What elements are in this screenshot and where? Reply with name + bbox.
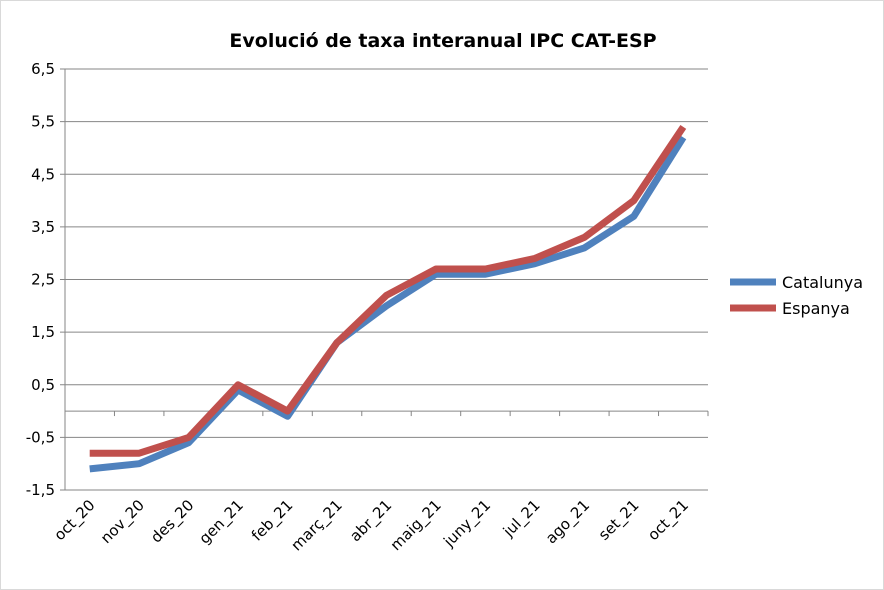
y-tick-label: 2,5: [31, 271, 55, 289]
y-tick-label: 1,5: [31, 323, 55, 341]
x-tick-label: des_20: [147, 496, 198, 547]
x-tick-label: set_21: [595, 496, 643, 544]
series-lines: [89, 124, 687, 473]
gridlines: [65, 68, 708, 491]
y-axis-ticks: 6,5 5,5 4,5 3,5 2,5 1,5 0,5 -0,5 -1,5: [26, 60, 55, 499]
y-tick-label: 5,5: [31, 113, 55, 131]
legend: Catalunya Espanya: [730, 273, 863, 318]
y-tick-label: 0,5: [31, 376, 55, 394]
axes: [60, 68, 709, 491]
y-tick-label: 4,5: [31, 165, 55, 183]
y-tick-label: 6,5: [31, 60, 55, 78]
x-tick-label: feb_21: [248, 496, 297, 545]
series-line-catalunya: [89, 135, 687, 473]
x-tick-label: maig_21: [387, 496, 446, 555]
x-tick-label: març_21: [288, 496, 347, 555]
x-tick-label: oct_21: [644, 496, 693, 545]
y-tick-label: -0,5: [26, 428, 55, 446]
chart-title: Evolució de taxa interanual IPC CAT-ESP: [229, 30, 656, 52]
y-tick-label: -1,5: [26, 481, 55, 499]
x-tick-label: jul_21: [499, 496, 545, 542]
x-tick-label: gen_21: [195, 496, 247, 548]
x-tick-label: juny_21: [439, 496, 495, 552]
x-tick-label: nov_20: [97, 496, 149, 548]
x-tick-label: oct_20: [51, 496, 100, 545]
legend-label: Espanya: [782, 299, 850, 318]
y-tick-label: 3,5: [31, 218, 55, 236]
x-tick-label: ago_21: [542, 496, 594, 548]
legend-label: Catalunya: [782, 273, 863, 292]
series-line-espanya: [89, 124, 687, 457]
